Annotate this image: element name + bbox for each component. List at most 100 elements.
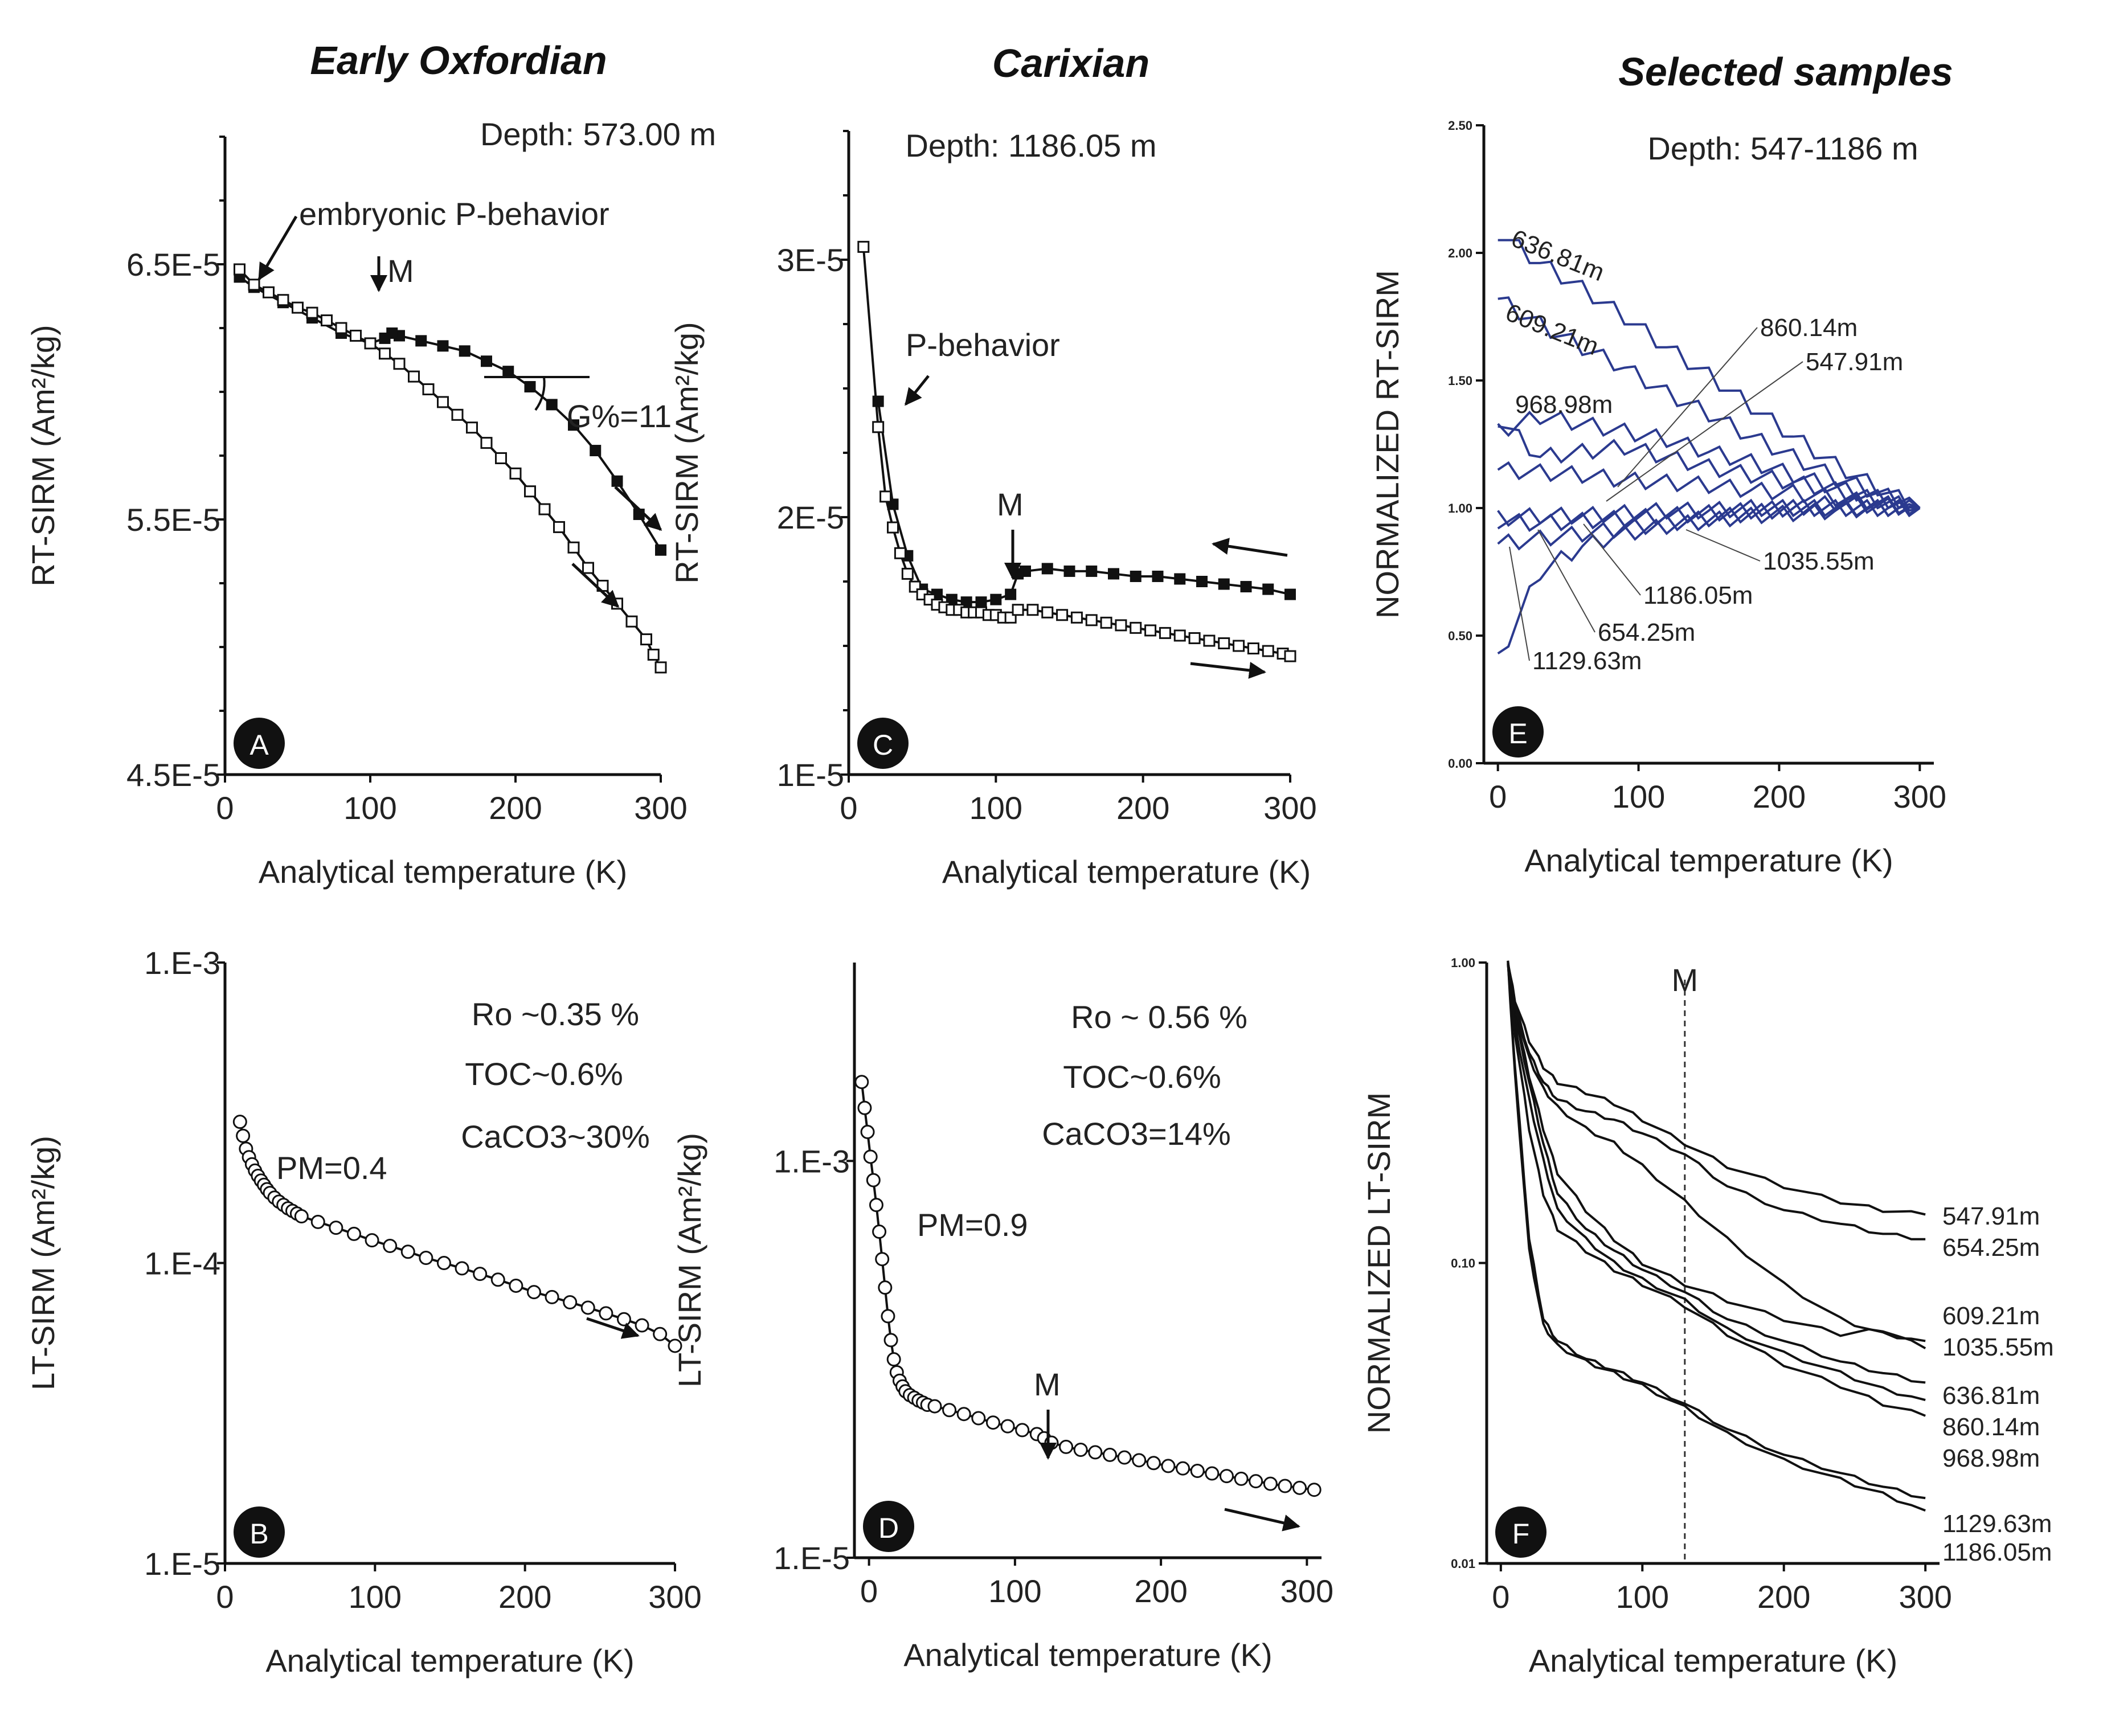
sample-label-636.81m: 636.81m (1942, 1382, 2040, 1410)
y-tick-label: 1.E-3 (774, 1143, 850, 1179)
data-point (990, 593, 1002, 605)
series-line-547.91m (1507, 964, 1926, 1216)
data-point (466, 421, 478, 434)
data-point (1026, 604, 1039, 616)
data-point (1073, 1442, 1088, 1457)
data-point (1307, 1483, 1322, 1497)
series-line (239, 268, 662, 668)
y-tick-label: 0.01 (1451, 1557, 1475, 1571)
data-point (236, 1128, 251, 1143)
series-line-609.21m (1507, 960, 1926, 1342)
sample-label-654.25m: 654.25m (1598, 619, 1695, 646)
panel-b: 0 100 200 300 1.E-3 1.E-4 1.E-5 Analytical temp… (25, 945, 702, 1678)
y-tick-label: 1E-5 (777, 757, 844, 793)
panel-badge (234, 718, 285, 769)
data-point (473, 1267, 488, 1281)
data-point (294, 1209, 309, 1224)
y-tick-label: 1.E-5 (774, 1540, 850, 1576)
sample-label-968.98m: 968.98m (1942, 1444, 2040, 1472)
data-point (526, 1285, 541, 1300)
data-point (927, 1399, 942, 1414)
data-point (1203, 634, 1216, 647)
panel-letter: F (1512, 1518, 1530, 1550)
sample-label-968.98m: 968.98m (1515, 391, 1613, 419)
leader-line (1583, 523, 1641, 596)
data-point (509, 1278, 523, 1293)
leader-line (1537, 529, 1595, 633)
column-title-selected-samples: Selected samples (1618, 50, 1953, 94)
arrow-warming (1190, 662, 1266, 679)
panel-letter: A (249, 729, 269, 761)
data-point (248, 279, 260, 291)
annotation-ro: Ro ~0.35 % (472, 996, 639, 1032)
leader-line (1617, 327, 1758, 488)
sample-label-860.14m: 860.14m (1760, 314, 1858, 342)
arrow-embryonic (257, 215, 298, 281)
data-point (872, 421, 885, 433)
y-tick-label: 5.5E-5 (126, 502, 220, 538)
x-tick-label: 300 (1263, 790, 1316, 826)
annotation-g-percent: G%=11 (567, 398, 672, 434)
data-point (887, 521, 899, 534)
data-point (567, 541, 580, 554)
data-point (234, 263, 246, 276)
data-point (310, 1214, 325, 1229)
sample-label-547.91m: 547.91m (1942, 1202, 2040, 1230)
data-point (400, 1244, 415, 1259)
sample-label-1129.63m: 1129.63m (1532, 647, 1642, 675)
annotation-m: M (1034, 1366, 1061, 1402)
data-point (509, 467, 522, 480)
data-point (654, 661, 667, 674)
x-tick-label: 100 (1616, 1579, 1669, 1615)
y-tick-label: 1.00 (1451, 956, 1475, 970)
data-point (872, 395, 884, 407)
data-point (422, 383, 435, 396)
panel-letter: C (873, 729, 893, 761)
y-tick-label: 4.5E-5 (126, 757, 220, 793)
series-line-1186.05m (1497, 498, 1921, 532)
arrow-p-behavior (905, 375, 930, 406)
x-axis-label: Analytical temperature (K) (942, 854, 1311, 890)
data-point (455, 1261, 469, 1276)
data-point (1152, 570, 1164, 582)
x-tick-label: 0 (860, 1573, 878, 1609)
data-point (1063, 565, 1075, 577)
sample-label-1035.55m: 1035.55m (1763, 547, 1875, 575)
y-tick-label: 1.50 (1448, 374, 1472, 388)
sample-label-1129.63m: 1129.63m (1942, 1510, 2052, 1538)
data-point (1059, 1439, 1074, 1454)
x-axis-label: Analytical temperature (K) (1524, 842, 1893, 878)
panel-e: 0 100 200 300 2.50 2.00 1.50 1.00 0.50 0.00 Analyt… (1369, 118, 1946, 878)
column-title-early-oxfordian: Early Oxfordian (310, 38, 607, 83)
data-point (886, 1352, 901, 1367)
data-point (306, 306, 318, 319)
y-tick-label: 1.00 (1448, 501, 1472, 515)
arrow-warming (1224, 1508, 1300, 1532)
data-point (1205, 1466, 1220, 1481)
panel-badge (234, 1506, 285, 1558)
data-point (415, 335, 427, 347)
data-point (1117, 1450, 1132, 1465)
data-point (863, 1149, 878, 1164)
data-point (1218, 578, 1230, 590)
series-line-654.25m (1507, 962, 1926, 1240)
series-line-1035.55m (1507, 964, 1926, 1350)
series-line-1186.05m (1507, 960, 1926, 1512)
x-tick-label: 100 (343, 790, 396, 826)
y-tick-label: 6.5E-5 (126, 247, 220, 282)
data-point (975, 596, 987, 608)
y-axis-label: LT-SIRM (Am²/kg) (25, 1136, 61, 1390)
annotation-ro: Ro ~ 0.56 % (1071, 999, 1247, 1035)
data-point (1146, 1456, 1161, 1471)
data-point (292, 301, 304, 314)
sample-label-1035.55m: 1035.55m (1942, 1333, 2054, 1361)
leader-line (1685, 529, 1761, 562)
data-point (616, 1312, 631, 1326)
y-axis-label: LT-SIRM (Am²/kg) (672, 1133, 707, 1387)
data-point (1249, 1474, 1263, 1489)
data-point (582, 562, 594, 574)
depth-label: Depth: 1186.05 m (905, 128, 1156, 163)
data-point (942, 1403, 957, 1418)
x-tick-label: 300 (1280, 1573, 1333, 1609)
